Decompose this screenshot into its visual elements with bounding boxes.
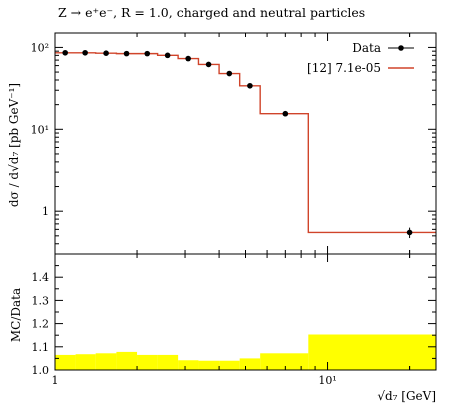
mc-step-line [55,52,436,234]
chart-title: Z → e⁺e⁻, R = 1.0, charged and neutral p… [58,5,365,20]
ratio-band-bin [116,351,138,370]
main-y-axis-label: dσ / d√d₇ [pb GeV⁻¹] [7,83,21,207]
data-point [144,50,151,57]
legend-label-mc: [12] 7.1e-05 [307,61,381,75]
data-point [185,55,191,62]
ratio-y-tick-label: 1.4 [32,271,50,284]
ratio-band-bin [178,360,199,370]
data-point [123,50,130,57]
main-y-tick-label: 10¹ [31,123,49,136]
ratio-band-bin [75,354,96,370]
ratio-y-axis-label: MC/Data [9,288,23,342]
main-y-tick-label: 1 [42,205,49,218]
ratio-band-bin [219,360,240,370]
data-point [103,50,109,56]
main-panel [54,33,436,255]
ratio-band-bin [157,354,179,370]
ratio-y-tick-label: 1.1 [32,341,50,354]
x-axis-label: √d₇ [GeV] [377,389,436,403]
data-point [282,110,289,117]
x-tick-label: 1 [52,374,59,387]
data-point [406,229,413,236]
legend: Data [12] 7.1e-05 [307,41,414,75]
legend-data-marker [398,45,404,51]
ratio-panel-frame [54,253,437,371]
ratio-band-bin [95,353,117,370]
ratio-panel [54,253,436,371]
ratio-band-bin [239,358,261,370]
ratio-band-bin [137,354,158,370]
ratio-y-tick-label: 1.3 [32,294,50,307]
ratio-band-bin [308,334,436,370]
ratio-y-tick-label: 1.0 [32,364,50,377]
ratio-band-bin [260,353,309,370]
main-y-tick-label: 10² [31,41,49,54]
ratio-y-tick-label: 1.2 [32,318,50,331]
legend-label-data: Data [352,41,381,55]
data-point [62,49,69,56]
data-point [226,70,233,77]
x-tick-label: 10¹ [318,374,336,387]
data-point [82,49,88,56]
ratio-band-bin [55,354,76,370]
data-point [205,61,212,68]
ratio-band-bin [198,360,220,370]
data-point [164,52,171,59]
data-point [247,82,253,89]
